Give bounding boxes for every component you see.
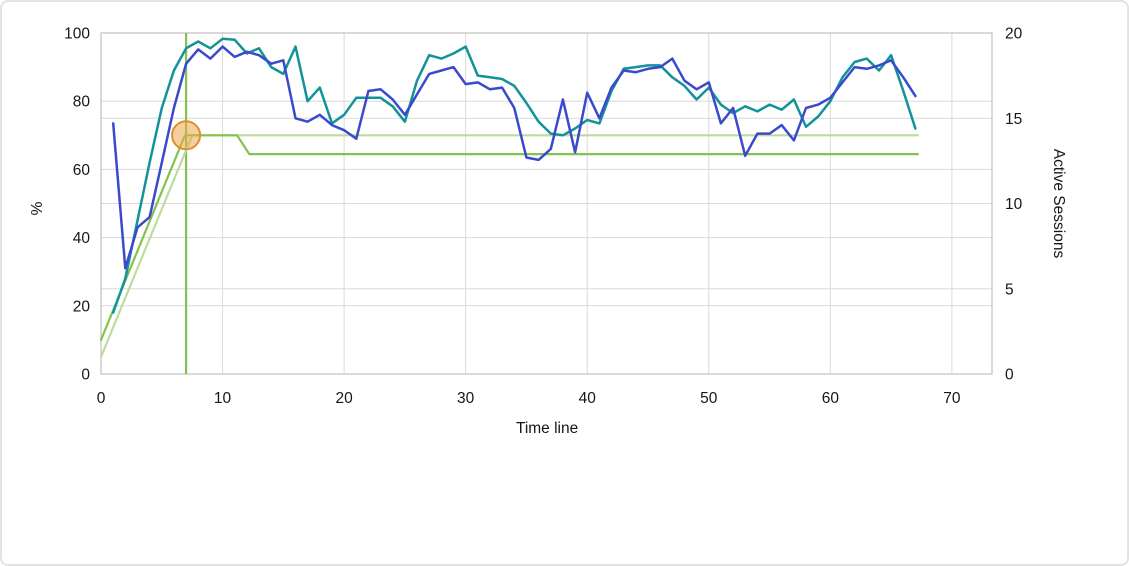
series-line-0 (111, 45, 917, 270)
y-right-tick-label: 5 (1005, 281, 1014, 298)
x-axis-tick-label: 40 (579, 390, 597, 407)
x-axis-tick-label: 30 (457, 390, 475, 407)
chart-canvas: 0 10 20 30 40 50 60 70 0 20 40 60 80 100 0 5 10 15 20% Acti… (29, 26, 1067, 438)
y-right-tick-label: 0 (1005, 367, 1014, 384)
y-left-tick-label: 20 (73, 298, 91, 315)
vsimax-marker (171, 120, 202, 151)
x-axis-tick-label: 0 (97, 390, 106, 407)
y-left-axis-title: % (29, 201, 46, 215)
chart-legend: Windows 10 + Mi...t 365 Apps 0010 Active… (2, 447, 1127, 564)
y-left-tick-label: 100 (64, 26, 90, 43)
x-axis-tick-label: 50 (700, 390, 718, 407)
y-left-tick-label: 80 (73, 94, 91, 111)
series-line-2 (99, 134, 920, 358)
y-right-tick-label: 10 (1005, 196, 1023, 213)
y-left-tick-label: 60 (73, 162, 91, 179)
y-right-tick-label: 20 (1005, 26, 1023, 43)
x-axis-tick-label: 70 (943, 390, 961, 407)
x-axis-tick-label: 10 (214, 390, 232, 407)
series-line-1 (111, 37, 917, 314)
x-axis-tick-label: 60 (822, 390, 840, 407)
y-left-tick-label: 40 (73, 230, 91, 247)
plot-border (100, 32, 993, 375)
series-line-3 (99, 134, 920, 341)
y-right-tick-label: 15 (1005, 111, 1022, 128)
x-axis-tick-label: 20 (335, 390, 353, 407)
y-left-tick-label: 0 (81, 367, 90, 384)
x-axis-title: Time line (516, 420, 578, 437)
y-right-axis-title: Active Sessions (1050, 149, 1067, 259)
